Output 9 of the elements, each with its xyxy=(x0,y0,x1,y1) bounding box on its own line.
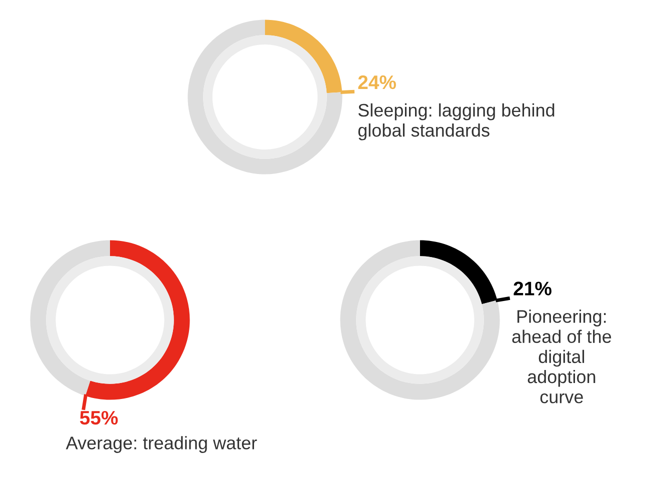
donut-slice xyxy=(188,20,342,174)
data-label: 21% xyxy=(514,282,552,296)
slice-label: Sleeping: lagging behind global standards xyxy=(358,103,554,140)
donut-slice xyxy=(340,240,500,400)
data-label: 24% xyxy=(358,75,396,90)
donut-slice xyxy=(30,240,110,396)
slice-label: Pioneering: ahead of the digital adoption curve xyxy=(512,310,612,404)
data-label: 55% xyxy=(80,410,118,425)
slice-label: Average: treading water xyxy=(66,436,257,453)
